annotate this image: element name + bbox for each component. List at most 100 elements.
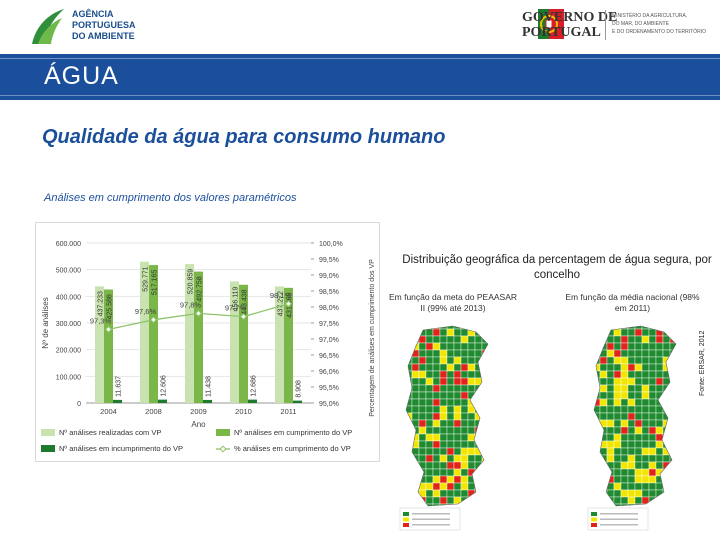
municipality-cell xyxy=(613,391,622,400)
municipality-cell xyxy=(453,475,462,484)
municipality-cell xyxy=(606,326,615,330)
right-map-caption: Em função da média nacional (98% em 2011… xyxy=(565,292,700,313)
bar-total-label: 520.859 xyxy=(188,269,195,294)
municipality-cell xyxy=(655,496,664,505)
municipality-cell xyxy=(594,349,601,358)
municipality-cell xyxy=(677,469,684,476)
municipality-cell xyxy=(411,326,420,330)
bar-ok xyxy=(194,271,203,403)
municipality-cell xyxy=(620,454,629,463)
municipality-cell xyxy=(613,468,622,477)
municipality-cell xyxy=(425,475,434,484)
municipality-cell xyxy=(648,384,657,393)
municipality-cell xyxy=(606,405,615,414)
municipality-cell xyxy=(439,440,448,449)
municipality-cell xyxy=(599,433,608,442)
municipality-cell xyxy=(627,454,636,463)
municipality-cell xyxy=(453,342,462,351)
municipality-cell xyxy=(613,412,622,421)
municipality-cell xyxy=(467,377,476,386)
municipality-cell xyxy=(481,503,488,506)
municipality-cell xyxy=(460,419,469,428)
municipality-cell xyxy=(474,496,483,505)
municipality-cell xyxy=(496,364,503,371)
municipality-cell xyxy=(613,328,622,337)
municipality-cell xyxy=(432,335,441,344)
municipality-cell xyxy=(467,447,476,456)
municipality-cell xyxy=(489,483,496,490)
municipality-cell xyxy=(606,370,615,379)
municipality-cell xyxy=(662,454,671,463)
municipality-cell xyxy=(406,342,413,351)
municipality-cell xyxy=(460,398,469,407)
municipality-cell xyxy=(406,426,413,435)
municipality-cell xyxy=(634,426,643,435)
municipality-cell xyxy=(481,433,488,442)
municipality-cell xyxy=(648,482,657,491)
municipality-cell xyxy=(606,356,615,365)
municipality-cell xyxy=(467,342,476,351)
municipality-cell xyxy=(496,322,503,329)
municipality-cell xyxy=(655,468,664,477)
municipality-cell xyxy=(684,336,691,343)
municipality-cell xyxy=(613,496,622,505)
municipality-cell xyxy=(432,370,441,379)
municipality-cell xyxy=(634,335,643,344)
municipality-cell xyxy=(453,461,462,470)
municipality-cell xyxy=(496,399,503,406)
municipality-cell xyxy=(453,370,462,379)
y-tick-label: 300.000 xyxy=(56,321,81,328)
municipality-cell xyxy=(398,497,405,504)
municipality-cell xyxy=(418,349,427,358)
municipality-cell xyxy=(669,419,676,428)
municipality-cell xyxy=(620,405,629,414)
municipality-cell xyxy=(613,426,622,435)
municipality-cell xyxy=(398,448,405,455)
municipality-cell xyxy=(606,454,615,463)
municipality-cell xyxy=(446,454,455,463)
municipality-cell xyxy=(634,496,643,505)
municipality-cell xyxy=(489,399,496,406)
municipality-cell xyxy=(634,468,643,477)
municipality-cell xyxy=(677,399,684,406)
municipality-cell xyxy=(586,399,593,406)
municipality-cell xyxy=(411,489,420,498)
municipality-cell xyxy=(481,328,488,337)
municipality-cell xyxy=(481,426,488,435)
municipality-cell xyxy=(599,384,608,393)
municipality-cell xyxy=(446,489,455,498)
municipality-cell xyxy=(425,377,434,386)
municipality-cell xyxy=(406,326,413,330)
municipality-cell xyxy=(627,426,636,435)
municipality-cell xyxy=(648,419,657,428)
municipality-cell xyxy=(439,475,448,484)
map-legend-swatch xyxy=(591,517,597,522)
municipality-cell xyxy=(467,326,476,330)
municipality-cell xyxy=(474,398,483,407)
municipality-cell xyxy=(634,454,643,463)
municipality-cell xyxy=(453,349,462,358)
municipality-cell xyxy=(655,370,664,379)
bar-total-label: 437.233 xyxy=(98,291,105,316)
municipality-cell xyxy=(489,497,496,504)
municipality-cell xyxy=(599,356,608,365)
municipality-cell xyxy=(439,489,448,498)
municipality-cell xyxy=(481,335,488,344)
municipality-cell xyxy=(684,448,691,455)
municipality-cell xyxy=(677,483,684,490)
map-legend-line xyxy=(600,513,638,515)
municipality-cell xyxy=(496,413,503,420)
municipality-cell xyxy=(606,363,615,372)
municipality-cell xyxy=(606,433,615,442)
municipality-cell xyxy=(648,503,657,506)
municipality-cell xyxy=(398,434,405,441)
municipality-cell xyxy=(432,349,441,358)
municipality-cell xyxy=(474,482,483,491)
municipality-cell xyxy=(432,489,441,498)
municipality-cell xyxy=(418,419,427,428)
municipality-cell xyxy=(460,349,469,358)
municipality-cell xyxy=(439,342,448,351)
municipality-cell xyxy=(634,384,643,393)
municipality-cell xyxy=(662,482,671,491)
municipality-cell xyxy=(613,384,622,393)
